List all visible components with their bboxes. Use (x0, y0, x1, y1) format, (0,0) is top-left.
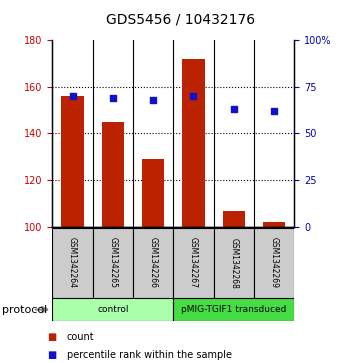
Bar (93, 228, 133, 298)
Bar (133, 228, 173, 298)
Point (150, 97, 156, 103)
Text: GSM1342265: GSM1342265 (108, 237, 117, 289)
Point (110, 95, 116, 101)
Text: ■: ■ (47, 332, 56, 342)
Text: GSM1342267: GSM1342267 (189, 237, 198, 289)
Text: protocol: protocol (2, 305, 47, 315)
Point (271, 108, 277, 114)
Bar (142, 159, 164, 227)
Text: GSM1342264: GSM1342264 (68, 237, 77, 289)
Text: GDS5456 / 10432176: GDS5456 / 10432176 (106, 13, 255, 27)
Bar (223, 211, 245, 227)
Text: GSM1342268: GSM1342268 (229, 237, 238, 289)
Text: GSM1342266: GSM1342266 (149, 237, 158, 289)
Bar (214, 228, 254, 298)
Bar (52, 298, 173, 321)
Bar (182, 58, 205, 227)
Bar (61, 96, 84, 227)
Point (231, 106, 237, 112)
Bar (52, 228, 93, 298)
Bar (173, 298, 294, 321)
Text: pMIG-TGIF1 transduced: pMIG-TGIF1 transduced (181, 305, 286, 314)
Point (191, 93, 196, 99)
Bar (173, 228, 214, 298)
Text: GSM1342269: GSM1342269 (270, 237, 279, 289)
Bar (254, 228, 294, 298)
Text: ■: ■ (47, 350, 56, 360)
Text: control: control (97, 305, 129, 314)
Bar (263, 222, 285, 227)
Point (70, 93, 75, 99)
Text: percentile rank within the sample: percentile rank within the sample (67, 350, 232, 360)
Bar (102, 122, 124, 227)
Text: count: count (67, 332, 95, 342)
